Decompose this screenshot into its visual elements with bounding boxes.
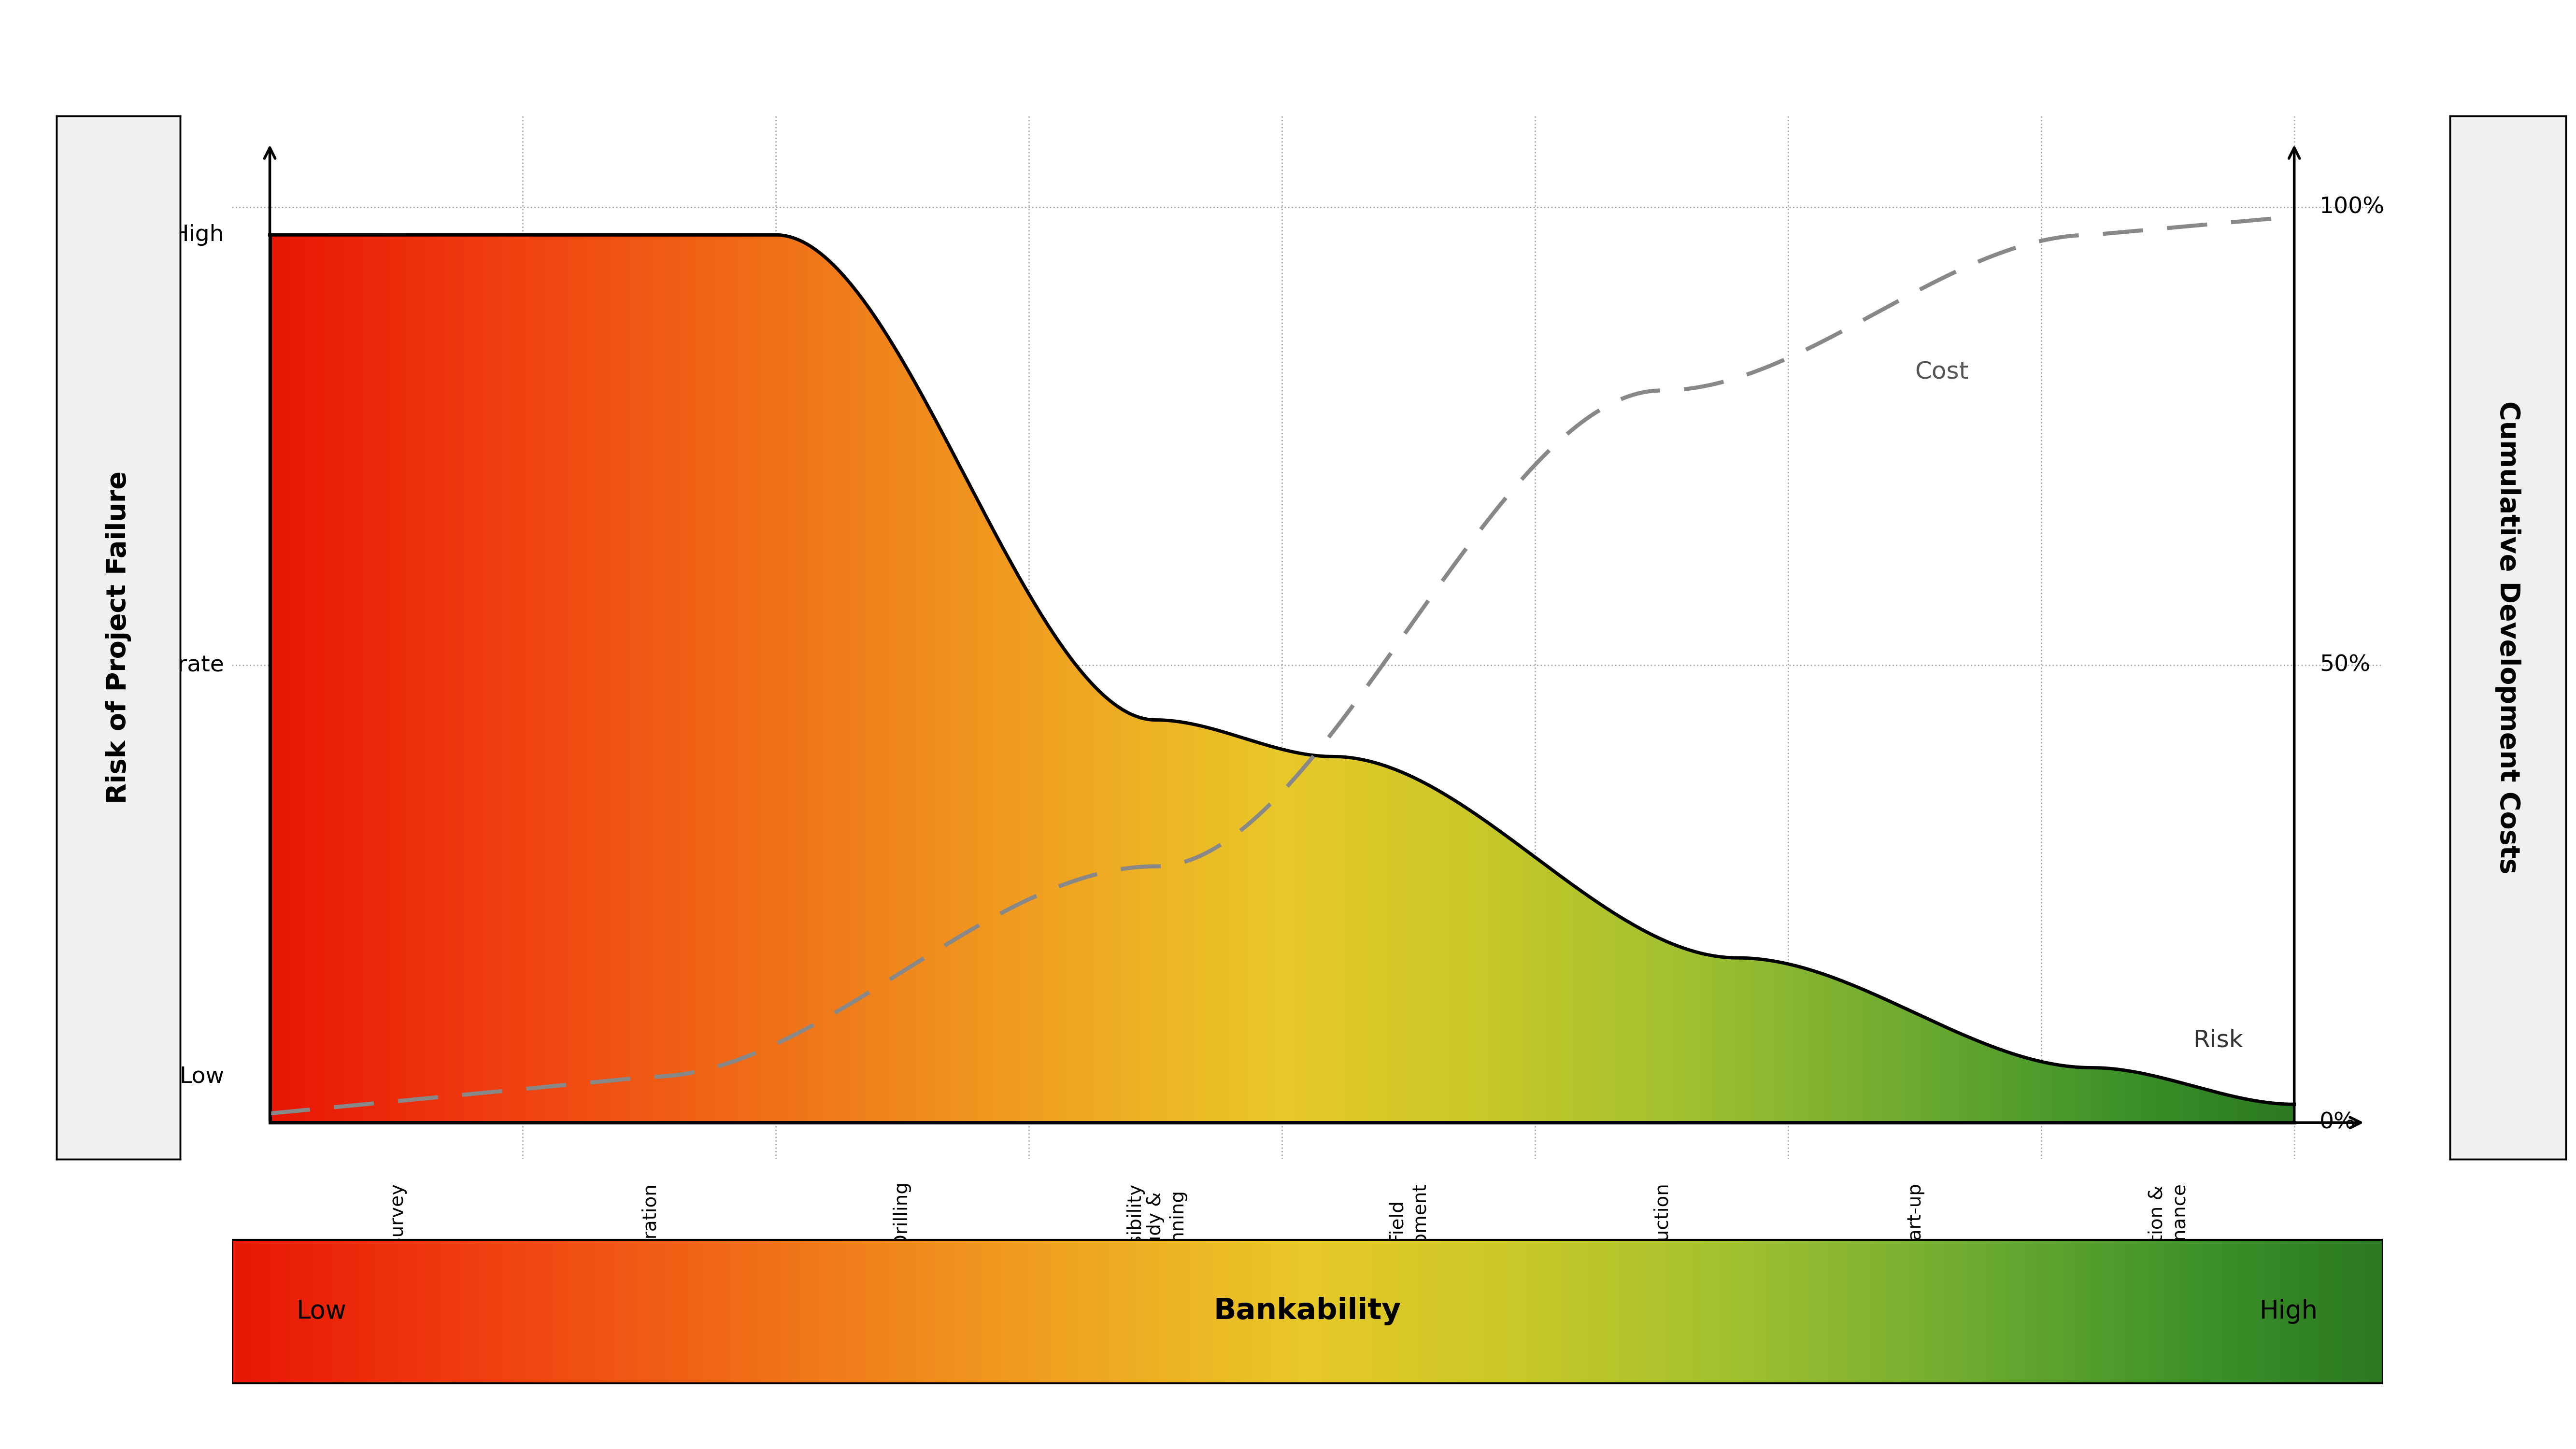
Text: Construction: Construction [1651,1182,1672,1301]
Text: 0%: 0% [2318,1111,2357,1133]
Text: Pre-Survey: Pre-Survey [386,1182,404,1284]
Text: Cumulative Development Costs: Cumulative Development Costs [2494,401,2522,874]
Text: Start-up: Start-up [1906,1182,1924,1258]
Text: Exploration: Exploration [641,1182,659,1288]
Text: Feasibility
Study &
Planning: Feasibility Study & Planning [1126,1182,1185,1277]
Text: High: High [173,225,224,246]
Text: 100%: 100% [2318,197,2385,219]
Text: 50%: 50% [2318,653,2370,675]
Text: Low: Low [296,1298,348,1324]
Text: Well Field
Development: Well Field Development [1388,1182,1427,1308]
Text: Cost: Cost [1914,361,1968,384]
Text: High: High [2259,1298,2318,1324]
Text: Risk of Project Failure: Risk of Project Failure [106,471,131,804]
Text: Risk: Risk [2192,1029,2244,1052]
Text: Moderate: Moderate [116,653,224,675]
Text: Test Drilling: Test Drilling [894,1182,912,1291]
Text: Operation &
Maintenance: Operation & Maintenance [2148,1182,2187,1303]
Text: Low: Low [180,1066,224,1088]
Text: Bankability: Bankability [1213,1297,1401,1326]
